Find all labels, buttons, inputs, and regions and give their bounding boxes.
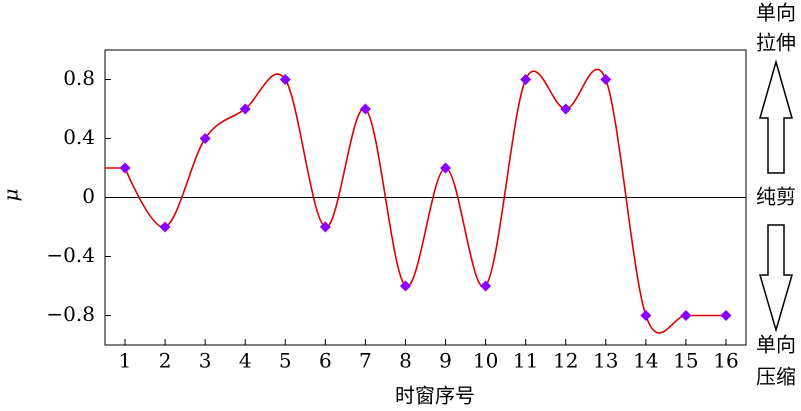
marker (359, 103, 371, 115)
x-tick-label: 7 (359, 349, 372, 373)
marker (399, 280, 411, 292)
annotation: 压缩 (756, 365, 796, 389)
marker (159, 221, 171, 233)
annotation: 单向 (756, 1, 796, 25)
marker (480, 280, 492, 292)
y-tick-label: −0.8 (46, 302, 95, 326)
arrow-up (759, 59, 793, 174)
annotation: 单向 (756, 333, 796, 357)
x-tick-label: 9 (439, 349, 452, 373)
marker (440, 162, 452, 174)
x-axis-label: 时窗序号 (395, 384, 475, 408)
x-tick-label: 2 (159, 349, 172, 373)
y-tick-label: 0.8 (63, 66, 95, 90)
y-tick-label: −0.4 (46, 243, 95, 267)
marker (239, 103, 251, 115)
marker (199, 133, 211, 144)
annotation: 纯剪 (756, 185, 796, 209)
marker (319, 221, 331, 233)
x-tick-label: 15 (673, 349, 698, 373)
marker (600, 74, 612, 85)
x-tick-label: 3 (199, 349, 212, 373)
x-tick-label: 5 (279, 349, 292, 373)
x-tick-label: 8 (399, 349, 412, 373)
x-tick-label: 11 (513, 349, 538, 373)
x-tick-label: 12 (553, 349, 578, 373)
series-line (124, 68, 726, 334)
marker (119, 162, 131, 174)
x-tick-label: 16 (713, 349, 738, 373)
arrow-down (759, 224, 793, 333)
x-tick-label: 14 (633, 349, 658, 373)
marker (520, 74, 532, 85)
annotation: 拉伸 (756, 31, 796, 55)
marker (560, 103, 572, 115)
y-axis-label: μ (0, 189, 23, 202)
x-tick-label: 1 (119, 349, 132, 373)
x-tick-label: 10 (473, 349, 498, 373)
x-tick-label: 13 (593, 349, 618, 373)
x-tick-label: 4 (239, 349, 252, 373)
marker (640, 310, 652, 321)
y-tick-label: 0.4 (63, 125, 95, 149)
marker (720, 310, 732, 321)
marker (279, 74, 291, 85)
y-tick-label: 0 (82, 184, 95, 208)
x-tick-label: 6 (319, 349, 332, 373)
marker (680, 310, 692, 321)
